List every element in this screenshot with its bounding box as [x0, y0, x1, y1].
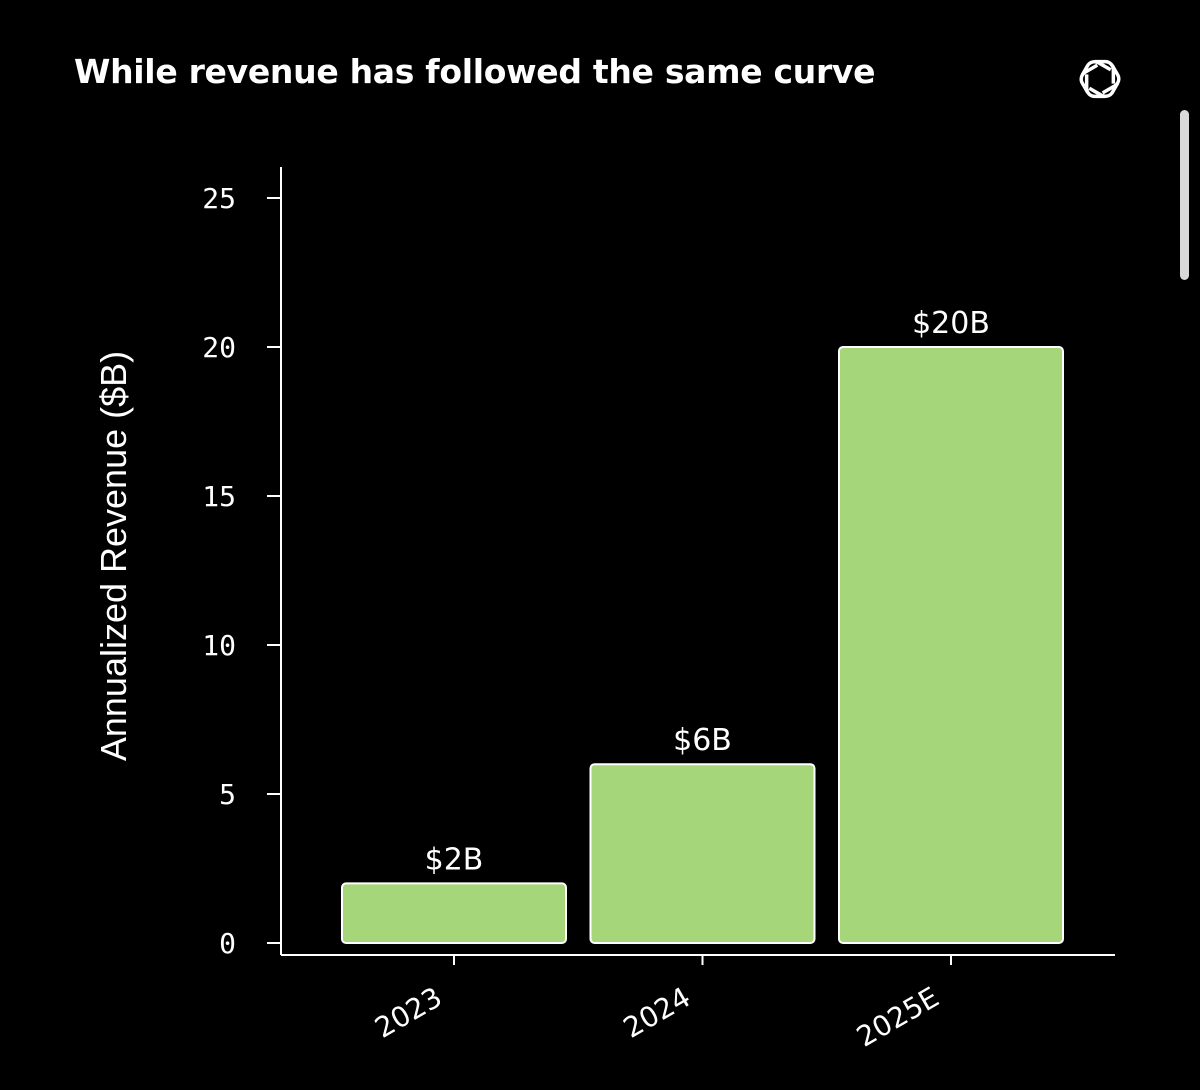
y-tick-label: 0: [219, 927, 236, 960]
data-label: $2B: [425, 842, 484, 877]
scrollbar[interactable]: [1180, 110, 1189, 280]
bar-2023: [341, 882, 567, 945]
bar-2024: [589, 763, 816, 945]
page-title: While revenue has followed the same curv…: [74, 52, 876, 91]
bar-2025e: [838, 346, 1064, 944]
openai-logo-icon: [1079, 59, 1121, 99]
data-label: $20B: [912, 306, 990, 341]
y-tick-label: 5: [219, 778, 236, 811]
y-axis-title: Annualized Revenue ($B): [93, 351, 134, 761]
data-label: $6B: [673, 723, 732, 758]
x-tick-label: 2023: [369, 980, 447, 1044]
x-tick-label: 2025E: [851, 980, 945, 1053]
y-tick-label: 25: [202, 182, 236, 215]
scrollbar-thumb[interactable]: [1180, 110, 1189, 280]
y-tick-label: 10: [202, 629, 236, 662]
y-tick-label: 20: [202, 331, 236, 364]
y-tick-label: 15: [202, 480, 236, 513]
x-tick-label: 2024: [618, 980, 696, 1044]
